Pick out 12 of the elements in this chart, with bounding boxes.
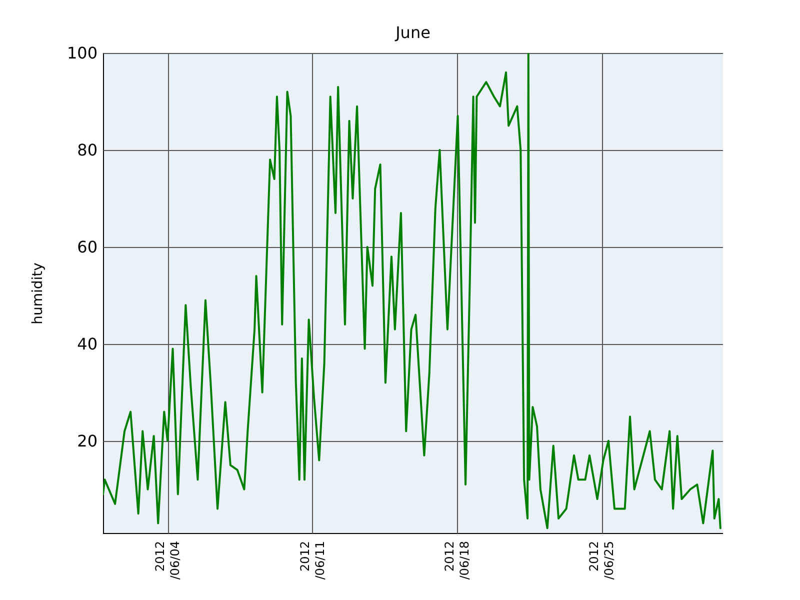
y-tick-label: 100 [66, 44, 98, 62]
y-tick-label: 20 [77, 431, 98, 450]
y-tick-label: 80 [77, 140, 98, 160]
y-tick-label: 40 [77, 334, 98, 354]
x-tick-label: 2012 /06/18 [442, 541, 472, 580]
x-tick-label: 2012 /06/04 [153, 541, 182, 580]
y-axis-title: humidity [30, 262, 46, 324]
chart-title: June [394, 23, 430, 42]
x-tick-label: 2012 /06/11 [298, 541, 327, 580]
x-tick-label: 2012 /06/25 [587, 541, 616, 580]
line-series [103, 53, 722, 530]
y-tick-label: 60 [77, 237, 98, 256]
